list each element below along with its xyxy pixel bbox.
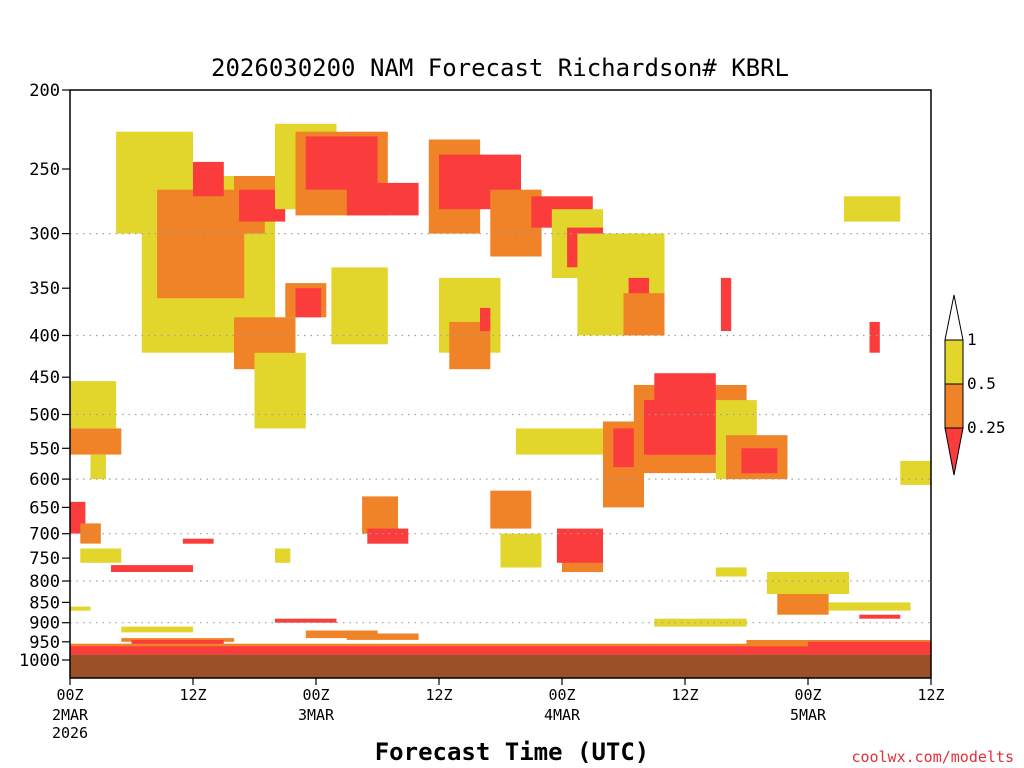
y-tick-label-750: 750	[29, 549, 60, 569]
ri-region-68	[121, 638, 235, 642]
y-tick-label-900: 900	[29, 614, 60, 634]
ri-region-64	[654, 618, 747, 627]
y-tick-label-700: 700	[29, 525, 60, 545]
y-tick-label-650: 650	[29, 498, 60, 518]
ri-region-51	[500, 533, 542, 568]
ri-region-32	[900, 460, 932, 485]
y-axis: 200 250 300 350 400 450 500 550 600 650 700 750 8008…	[19, 81, 70, 671]
x-tick-label-6: 00Z	[794, 686, 821, 704]
ri-region-30	[869, 321, 880, 353]
ri-region-72	[70, 643, 931, 647]
legend-swatch-below-0.25	[944, 427, 964, 476]
x-tick-date-0: 2MAR	[52, 706, 89, 724]
plot-area	[69, 89, 932, 679]
legend-swatch-0.5-1	[944, 339, 964, 385]
ri-region-14	[295, 288, 322, 318]
legend-level-2: 0.25	[967, 418, 1006, 437]
y-tick-label-800: 800	[29, 572, 60, 592]
ri-region-6	[254, 352, 306, 429]
x-tick-label-0: 00Z	[56, 686, 83, 704]
ri-region-70	[131, 640, 224, 646]
x-tick-label-2: 00Z	[302, 686, 329, 704]
legend-level-0: 1	[967, 330, 977, 349]
ri-region-42	[741, 448, 778, 474]
legend-level-1: 0.5	[967, 374, 996, 393]
ri-region-66	[305, 630, 378, 639]
x-tick-label-7: 12Z	[917, 686, 944, 704]
ri-region-15	[331, 267, 388, 345]
plot-frame	[69, 89, 932, 679]
y-tick-label-250: 250	[29, 160, 60, 180]
ri-region-33	[515, 428, 603, 455]
surface-ground	[70, 654, 931, 678]
y-tick-label-400: 400	[29, 327, 60, 347]
x-tick-label-5: 12Z	[671, 686, 698, 704]
ri-region-50	[556, 528, 603, 563]
ri-region-65	[275, 618, 337, 623]
legend-swatch-0.25-0.5	[944, 383, 964, 429]
x-tick-label-4: 00Z	[548, 686, 575, 704]
ri-region-56	[275, 548, 291, 563]
y-tick-label-550: 550	[29, 439, 60, 459]
y-tick-label-600: 600	[29, 470, 60, 490]
y-tick-label-1000: 1000	[19, 651, 60, 671]
y-tick-label-450: 450	[29, 368, 60, 388]
ri-region-67	[121, 626, 194, 633]
legend: 1 0.5 0.25	[944, 294, 1006, 476]
ri-region-71	[70, 645, 931, 655]
ri-region-12	[346, 182, 419, 216]
ri-region-44	[70, 381, 117, 429]
ri-region-61	[767, 572, 849, 594]
y-tick-label-200: 200	[29, 81, 60, 101]
ri-region-58	[70, 606, 91, 611]
ri-region-25	[623, 293, 665, 336]
ri-region-55	[182, 538, 214, 544]
ri-region-59	[715, 567, 747, 577]
x-tick-label-3: 12Z	[425, 686, 452, 704]
ri-region-28	[480, 307, 491, 332]
ri-region-43	[70, 428, 122, 455]
credit-text: coolwx.com/modelts	[851, 748, 1014, 766]
ri-region-63	[859, 614, 901, 619]
x-tick-date-2: 3MAR	[298, 706, 335, 724]
ri-region-31	[843, 196, 901, 222]
ri-region-74	[808, 641, 931, 648]
legend-swatch-above-1	[944, 294, 964, 341]
x-tick-date-6: 5MAR	[790, 706, 827, 724]
ri-region-46	[362, 496, 398, 534]
ri-region-11	[305, 136, 378, 190]
ri-region-38	[654, 373, 716, 415]
x-axis-label: Forecast Time (UTC)	[375, 738, 650, 766]
ri-region-62	[828, 602, 911, 611]
chart-title: 2026030200 NAM Forecast Richardson# KBRL	[211, 54, 789, 82]
ri-region-57	[111, 565, 193, 572]
x-tick-label-1: 12Z	[179, 686, 206, 704]
ri-region-45	[90, 454, 106, 480]
x-tick-date-4: 4MAR	[544, 706, 581, 724]
ri-region-54	[80, 548, 122, 563]
ri-region-48	[490, 490, 532, 529]
ri-region-39	[674, 411, 716, 442]
ri-region-47	[367, 528, 409, 544]
x-tick-year-0: 2026	[52, 724, 88, 742]
y-tick-label-950: 950	[29, 633, 60, 653]
y-tick-label-300: 300	[29, 225, 60, 245]
ri-region-3	[193, 161, 224, 197]
y-tick-label-500: 500	[29, 406, 60, 426]
ri-region-69	[346, 633, 419, 640]
y-tick-label-350: 350	[29, 279, 60, 299]
y-tick-label-850: 850	[29, 593, 60, 613]
richardson-fill-regions	[70, 123, 932, 655]
ri-region-29	[720, 277, 732, 331]
